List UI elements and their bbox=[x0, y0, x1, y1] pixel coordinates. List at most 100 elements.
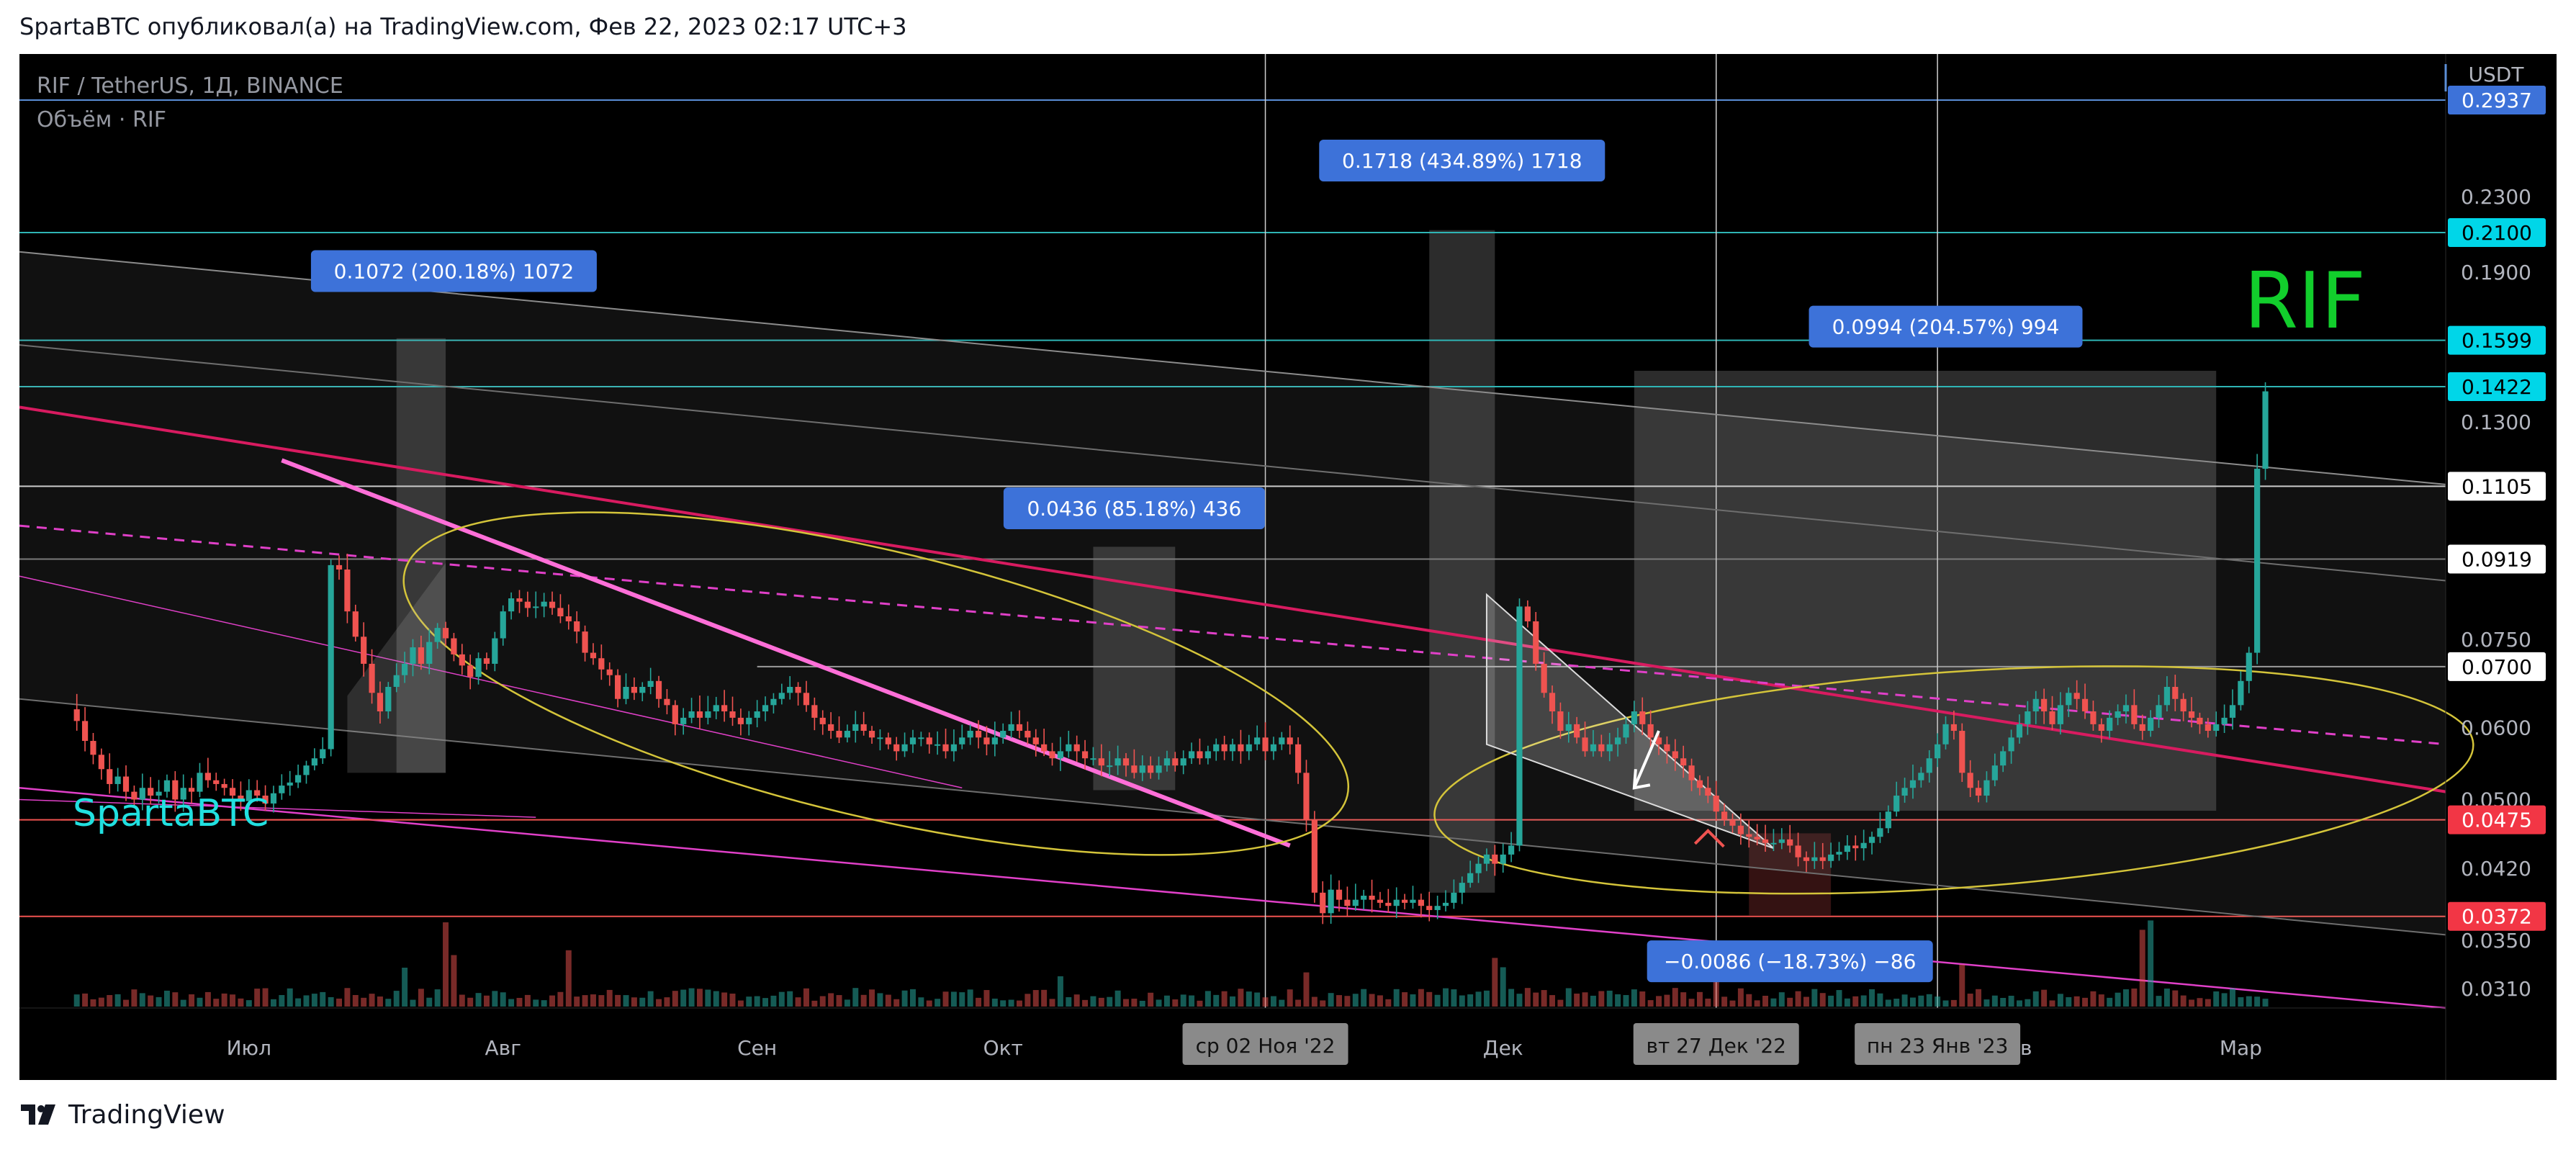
volume-bar bbox=[254, 989, 261, 1007]
candle-body bbox=[844, 731, 850, 738]
time-tick-label: Сен bbox=[737, 1036, 777, 1060]
volume-bar bbox=[696, 989, 703, 1007]
candle-body bbox=[1500, 854, 1506, 864]
volume-bar bbox=[762, 998, 769, 1007]
falling-wedge-triangle bbox=[1485, 593, 1775, 850]
candle-body bbox=[1705, 788, 1711, 796]
candle-body bbox=[1991, 765, 1998, 780]
volume-bar bbox=[533, 999, 539, 1007]
volume-bar bbox=[2246, 996, 2252, 1007]
candle-body bbox=[1574, 724, 1580, 738]
volume-bar bbox=[1574, 994, 1580, 1007]
volume-bar bbox=[1230, 996, 1235, 1007]
volume-bar bbox=[885, 994, 891, 1007]
chart-panel[interactable]: 0.1072 (200.18%) 1072 0.0436 (85.18%) 436… bbox=[19, 54, 2557, 1080]
measure-label: 0.0994 (204.57%) 994 bbox=[1832, 315, 2060, 339]
volume-bar bbox=[213, 999, 220, 1007]
candle-body bbox=[729, 711, 736, 718]
volume-bar bbox=[2221, 993, 2228, 1007]
volume-bar bbox=[1287, 989, 1293, 1007]
volume-bar bbox=[647, 991, 654, 1007]
measure-label-box bbox=[1003, 487, 1265, 529]
volume-bar bbox=[1000, 1000, 1006, 1007]
volume-bar bbox=[557, 991, 564, 1007]
volume-bar bbox=[246, 1000, 252, 1007]
arrow-shaft bbox=[1633, 730, 1660, 789]
candle-body bbox=[2188, 711, 2195, 718]
chart-svg[interactable]: 0.1072 (200.18%) 1072 0.0436 (85.18%) 436… bbox=[19, 54, 2557, 1080]
candle-body bbox=[1926, 758, 1932, 773]
volume-bar bbox=[1352, 994, 1359, 1007]
volume-bar bbox=[1656, 996, 1662, 1007]
channel-inner-line bbox=[19, 344, 2446, 582]
volume-bar bbox=[131, 989, 138, 1007]
volume-bar bbox=[1623, 995, 1629, 1007]
crosshair-date-label: ср 02 Ноя '22 bbox=[1196, 1034, 1336, 1058]
candle-body bbox=[1188, 751, 1195, 759]
price-label-value: 0.0700 bbox=[2462, 655, 2532, 679]
candle-body bbox=[795, 686, 801, 693]
candle-body bbox=[2000, 751, 2007, 766]
volume-bar bbox=[2073, 996, 2080, 1007]
candle-body bbox=[1000, 731, 1006, 738]
candle-body bbox=[549, 601, 556, 608]
volume-bar bbox=[2139, 930, 2145, 1007]
candle-body bbox=[320, 749, 326, 759]
volume-bar bbox=[778, 991, 785, 1007]
candle-body bbox=[893, 744, 900, 752]
candle-body bbox=[819, 717, 826, 724]
price-label-value: 0.0919 bbox=[2462, 547, 2532, 571]
candle-body bbox=[803, 693, 810, 706]
volume-bar bbox=[2254, 996, 2261, 1007]
volume-bar bbox=[549, 995, 556, 1007]
volume-bar bbox=[1959, 964, 1965, 1007]
candle-body bbox=[1508, 845, 1515, 855]
volume-bar bbox=[2148, 920, 2154, 1007]
candle-body bbox=[762, 705, 769, 712]
candle-body bbox=[229, 788, 236, 796]
candle-body bbox=[1598, 744, 1605, 752]
volume-bar bbox=[1467, 994, 1474, 1007]
candle-body bbox=[918, 737, 924, 739]
yellow-ellipse-left bbox=[402, 511, 1350, 856]
volume-bar bbox=[1221, 991, 1228, 1007]
volume-bar bbox=[2000, 997, 2007, 1007]
volume-bar bbox=[746, 996, 752, 1007]
volume-bar bbox=[262, 988, 269, 1007]
volume-bar bbox=[1524, 988, 1531, 1007]
volume-bar bbox=[2107, 997, 2113, 1007]
candle-body bbox=[778, 693, 785, 699]
volume-bar bbox=[295, 998, 302, 1007]
volume-bar bbox=[1713, 962, 1719, 1007]
candle-body bbox=[1729, 819, 1736, 826]
candle-body bbox=[1180, 758, 1186, 766]
volume-bar bbox=[1385, 999, 1392, 1007]
candle-body bbox=[1483, 854, 1490, 864]
tradingview-logo-icon bbox=[21, 1104, 55, 1125]
volume-bar bbox=[991, 998, 998, 1007]
candle-body bbox=[1901, 788, 1908, 796]
volume-bar bbox=[1163, 995, 1170, 1007]
candle-body bbox=[1410, 899, 1416, 903]
footer: TradingView bbox=[19, 1097, 225, 1132]
channel-lower-line bbox=[19, 698, 2446, 936]
volume-bar bbox=[163, 990, 170, 1007]
volume-bar bbox=[1410, 994, 1416, 1007]
candle-body bbox=[746, 717, 752, 724]
volume-bar bbox=[1475, 991, 1482, 1007]
candle-body bbox=[1148, 765, 1154, 773]
magenta-fan-line bbox=[19, 575, 963, 788]
volume-bar bbox=[1901, 994, 1908, 1007]
candle-body bbox=[1377, 899, 1384, 903]
candle-body bbox=[1401, 899, 1408, 903]
candle-body bbox=[1819, 857, 1826, 861]
volume-bar bbox=[1803, 996, 1809, 1007]
candle-body bbox=[1836, 852, 1842, 855]
red-up-chevron bbox=[1693, 829, 1725, 848]
candle-body bbox=[2081, 698, 2089, 712]
candle-body bbox=[2090, 711, 2097, 724]
volume-bar bbox=[1426, 991, 1433, 1007]
volume-bar bbox=[2213, 991, 2220, 1007]
candle-body bbox=[696, 711, 703, 718]
candle-body bbox=[680, 717, 687, 724]
